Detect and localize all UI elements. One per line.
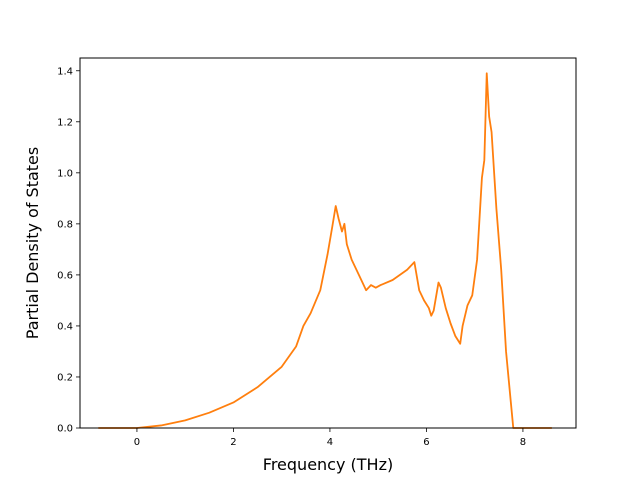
y-tick-label: 0.2 <box>57 372 73 383</box>
plot-area <box>80 58 576 428</box>
y-ticks: 0.0 0.2 0.4 0.6 0.8 1.0 1.2 1.4 <box>57 66 80 435</box>
y-tick-label: 1.2 <box>57 117 73 128</box>
x-tick-label: 8 <box>520 437 526 448</box>
y-tick-label: 0.6 <box>57 270 73 281</box>
y-tick-label: 1.0 <box>57 168 73 179</box>
x-tick-label: 0 <box>134 437 140 448</box>
y-tick-label: 0.8 <box>57 219 73 230</box>
axes-frame <box>79 57 577 429</box>
y-tick-label: 1.4 <box>57 66 73 77</box>
series-line-0 <box>98 72 552 429</box>
y-axis-label: Partial Density of States <box>23 147 42 339</box>
series-layer <box>98 72 552 429</box>
x-tick-label: 6 <box>423 437 429 448</box>
y-tick-label: 0.0 <box>57 424 73 435</box>
x-axis-label: Frequency (THz) <box>263 455 393 474</box>
x-ticks: 0 2 4 6 8 <box>134 428 526 448</box>
x-tick-label: 4 <box>327 437 333 448</box>
y-tick-label: 0.4 <box>57 321 73 332</box>
x-tick-label: 2 <box>230 437 236 448</box>
